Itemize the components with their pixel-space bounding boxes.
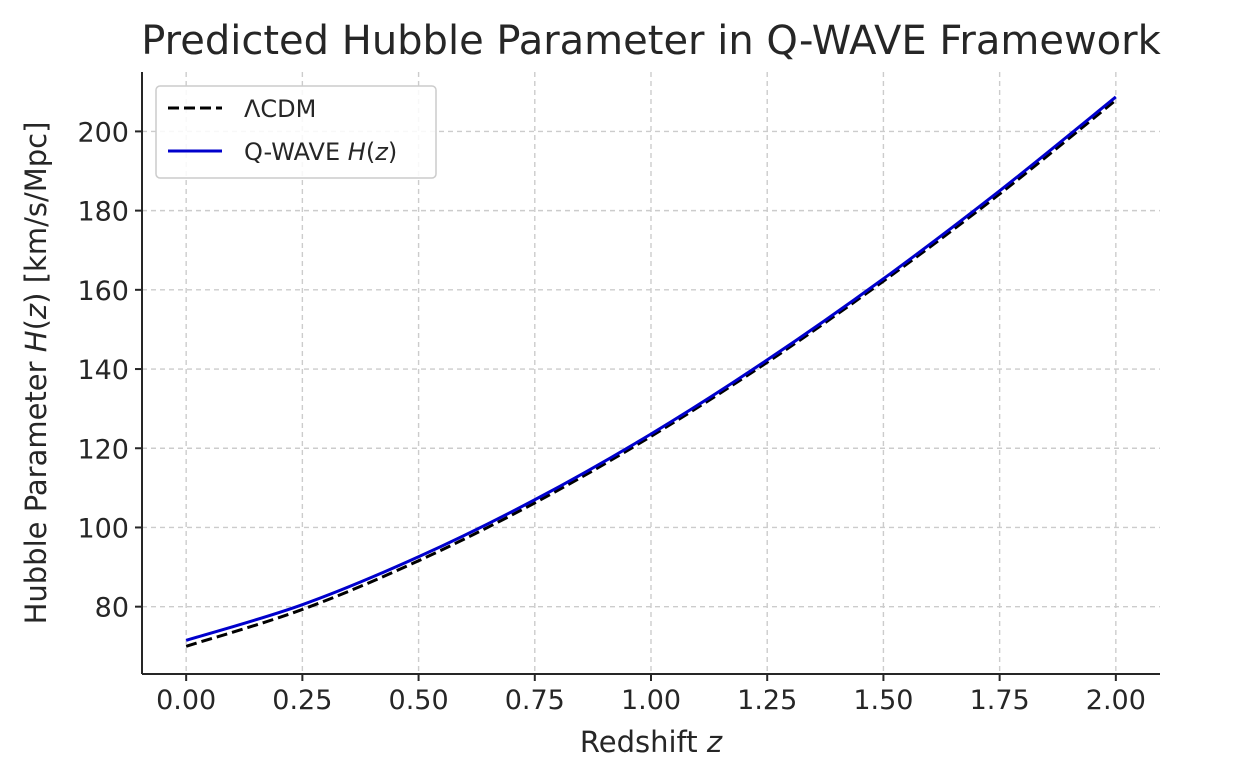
x-tick-label: 0.50	[389, 685, 449, 716]
plot-lines	[185, 95, 1117, 648]
y-axis-label-arg: z	[19, 303, 53, 320]
grid	[142, 72, 1160, 674]
y-tick-label: 200	[77, 117, 129, 148]
series-line-qwave	[185, 95, 1117, 642]
x-tick-label: 1.75	[970, 685, 1030, 716]
y-tick-label: 180	[77, 197, 129, 228]
x-axis-label-var: z	[706, 725, 723, 759]
legend-label-lcdm: ΛCDM	[244, 95, 316, 123]
y-tick-label: 100	[77, 513, 129, 544]
x-axis-ticks: 0.00 0.25 0.50 0.75 1.00 1.25 1.50 1.75 2.00	[156, 674, 1146, 716]
y-tick-label: 160	[77, 276, 129, 307]
x-tick-label: 1.00	[621, 685, 681, 716]
chart-title: Predicted Hubble Parameter in Q-WAVE Fra…	[141, 18, 1161, 64]
x-axis-label-text: Redshift	[580, 725, 698, 759]
legend-frame	[155, 85, 437, 179]
legend-label-qwave-name: Q-WAVE	[244, 138, 340, 166]
x-tick-label: 1.25	[737, 685, 797, 716]
y-tick-label: 140	[77, 355, 129, 386]
y-axis-label-text: Hubble Parameter	[19, 361, 53, 624]
y-tick-label: 80	[95, 593, 129, 624]
x-axis-label: Redshift z	[580, 725, 723, 759]
x-tick-label: 0.25	[272, 685, 332, 716]
y-axis-label-unit: [km/s/Mpc]	[19, 122, 53, 284]
y-axis-label-func: H	[19, 330, 53, 352]
series-line-lcdm	[185, 98, 1117, 648]
y-tick-label: 120	[77, 434, 129, 465]
x-tick-label: 2.00	[1086, 685, 1146, 716]
x-tick-label: 0.75	[505, 685, 565, 716]
x-tick-label: 0.00	[156, 685, 216, 716]
y-axis-label: Hubble Parameter H(z) [km/s/Mpc]	[19, 122, 53, 625]
x-tick-label: 1.50	[853, 685, 913, 716]
legend: ΛCDM Q-WAVE H(z)	[155, 85, 437, 179]
legend-label-qwave: Q-WAVE H(z)	[244, 138, 397, 166]
y-axis-ticks: 80 100 120 140 160 180 200	[77, 117, 142, 624]
